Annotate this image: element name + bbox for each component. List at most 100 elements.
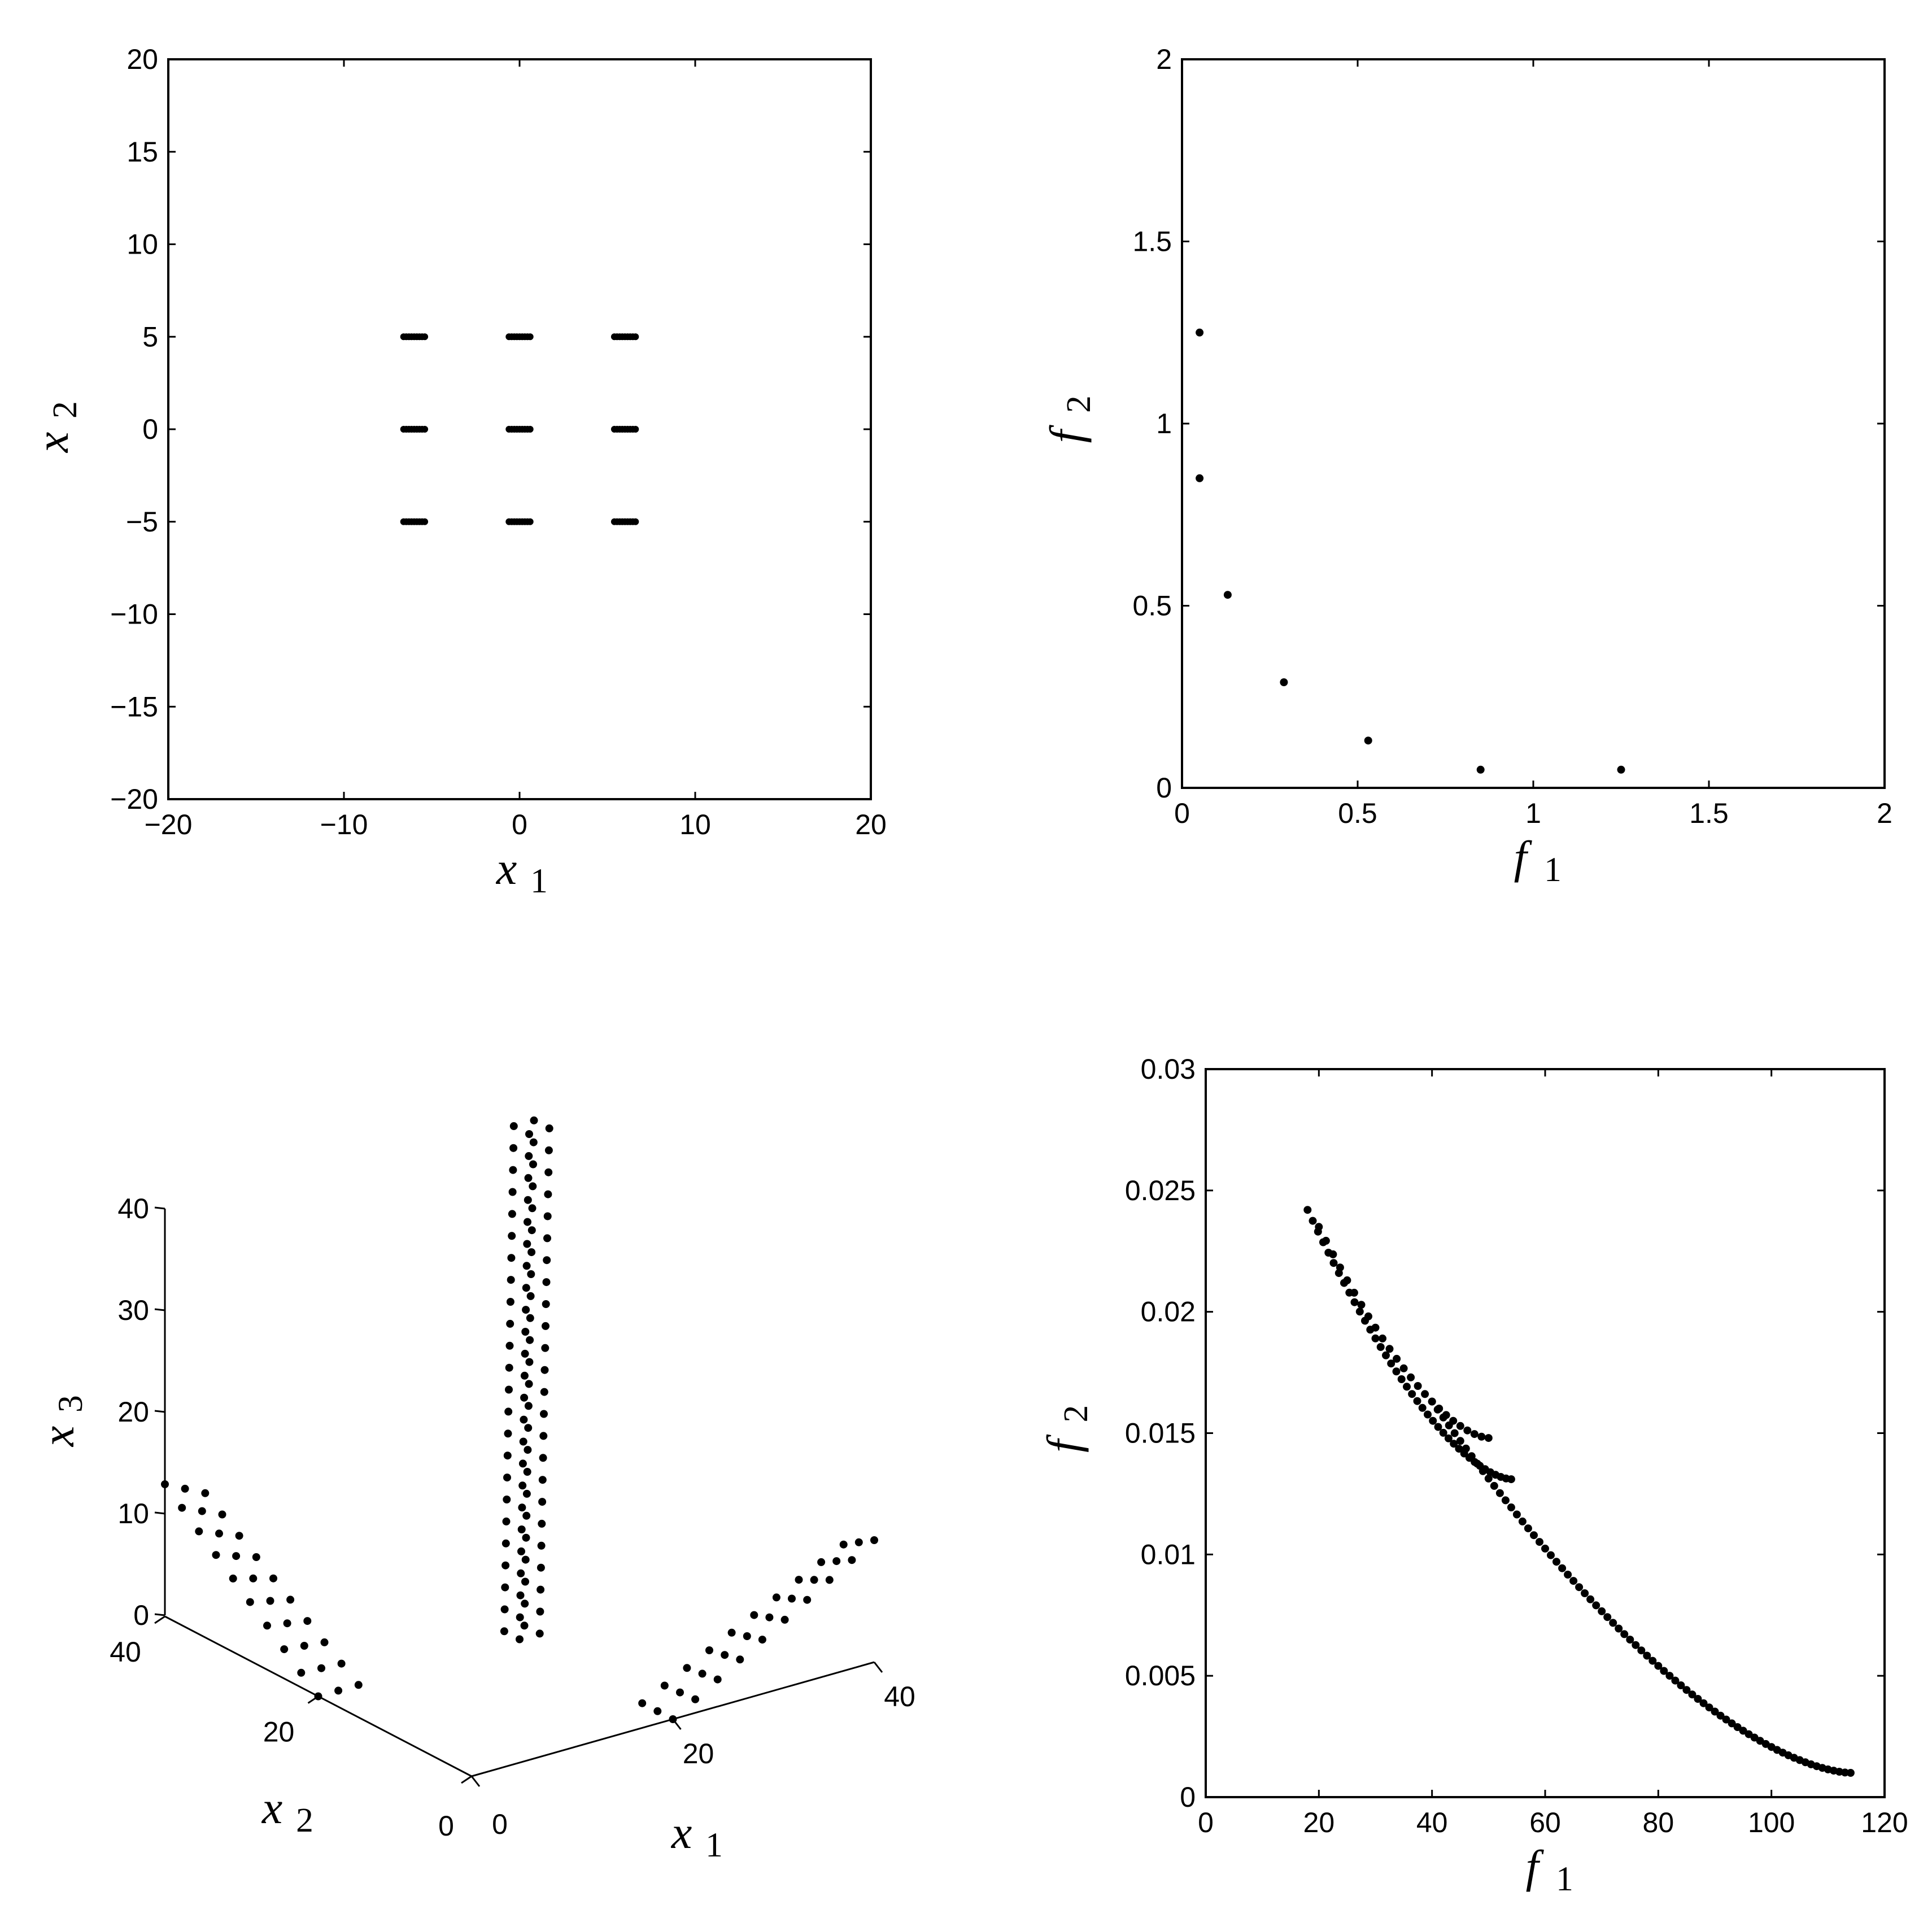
x-tick-label: 0: [1174, 797, 1190, 829]
y-tick-label: 0.025: [1125, 1175, 1196, 1206]
data-point: [1350, 1288, 1358, 1297]
x2-axis-label-var: x: [261, 1782, 282, 1833]
x3-tick: [154, 1206, 165, 1210]
x-tick-label: 60: [1529, 1807, 1561, 1838]
data-point: [1524, 1524, 1532, 1533]
data-point: [525, 1130, 533, 1138]
data-point: [1581, 1589, 1589, 1597]
data-point: [1329, 1259, 1338, 1267]
data-point: [527, 1270, 535, 1278]
data-point: [795, 1576, 803, 1584]
data-point: [1403, 1383, 1411, 1391]
data-point: [1569, 1577, 1578, 1585]
data-point: [544, 1146, 553, 1154]
data-point: [1467, 1452, 1476, 1461]
data-point: [1462, 1444, 1470, 1453]
data-point: [736, 1655, 744, 1664]
data-point: [1586, 1595, 1595, 1603]
data-point: [765, 1613, 774, 1621]
data-point: [520, 1393, 529, 1402]
data-point: [501, 1539, 510, 1548]
data-point: [520, 1371, 529, 1380]
data-point: [507, 1276, 515, 1284]
data-point: [848, 1556, 856, 1564]
data-point: [1364, 736, 1372, 745]
data-point: [505, 1363, 513, 1372]
data-point: [1722, 1715, 1730, 1724]
data-point: [1739, 1727, 1747, 1735]
data-point: [536, 1607, 544, 1616]
data-point: [229, 1574, 237, 1583]
data-point: [520, 1415, 528, 1424]
data-point: [544, 1168, 553, 1176]
x3-tick: [154, 1410, 165, 1413]
data-point: [1329, 1250, 1337, 1258]
data-point: [1336, 1263, 1344, 1272]
data-point: [334, 1686, 343, 1695]
x3-tick-label: 20: [117, 1396, 149, 1428]
data-point: [317, 1664, 325, 1672]
data-point: [1648, 1657, 1657, 1665]
data-point: [780, 1615, 789, 1624]
data-point: [539, 1454, 547, 1462]
data-point: [772, 1593, 780, 1602]
data-point: [1536, 1538, 1543, 1546]
data-point: [1414, 1382, 1422, 1390]
data-point: [1705, 1703, 1713, 1712]
data-point: [314, 1692, 322, 1701]
data-point: [509, 1144, 518, 1152]
data-point: [632, 518, 639, 525]
data-point: [1371, 1323, 1380, 1332]
data-point: [320, 1638, 329, 1646]
x-axis-label-var: x: [496, 843, 517, 894]
data-point: [1434, 1423, 1442, 1431]
data-point: [522, 1306, 530, 1314]
data-point: [201, 1489, 210, 1497]
data-point: [1473, 1459, 1481, 1468]
data-point: [524, 1174, 533, 1182]
data-point: [1626, 1636, 1634, 1644]
x3-tick: [154, 1511, 165, 1515]
data-point: [526, 1292, 535, 1300]
data-point: [1547, 1551, 1555, 1559]
data-point: [525, 1358, 534, 1366]
data-point: [503, 1451, 512, 1460]
data-point: [543, 1256, 551, 1265]
x-tick-label: 20: [855, 809, 887, 840]
data-point: [421, 333, 429, 341]
data-point: [530, 1116, 538, 1124]
y-tick-label: 10: [127, 229, 158, 260]
x-axis-label-var: f: [1514, 831, 1533, 883]
y-axis-label: f2: [1037, 1405, 1095, 1453]
data-point: [1632, 1641, 1640, 1649]
data-point: [1413, 1397, 1421, 1405]
data-point: [527, 1248, 536, 1257]
data-point: [1637, 1646, 1646, 1655]
x-axis-label-var: f: [1526, 1841, 1545, 1892]
data-point: [1322, 1236, 1330, 1245]
x3-tick-label: 10: [117, 1498, 149, 1529]
data-point: [540, 1366, 549, 1374]
x1-tick-label: 20: [683, 1738, 714, 1769]
data-point: [246, 1598, 254, 1606]
data-point: [1711, 1707, 1719, 1716]
x3-axis-label-sub: 3: [51, 1395, 90, 1413]
data-point: [1615, 1624, 1623, 1633]
data-point: [1408, 1390, 1416, 1398]
data-point: [517, 1525, 526, 1533]
data-point: [1280, 678, 1288, 686]
x3-axis-label-var: x: [32, 1426, 84, 1447]
data-point: [249, 1574, 258, 1583]
data-point: [1455, 1445, 1463, 1453]
x-tick-label: 80: [1643, 1807, 1674, 1838]
y-tick-label: −15: [110, 691, 158, 722]
x-tick-label: 20: [1303, 1807, 1335, 1838]
x2-tick-label: 20: [263, 1716, 295, 1748]
data-point: [516, 1591, 525, 1599]
data-point: [1470, 1430, 1479, 1438]
data-point: [1357, 1301, 1366, 1309]
data-point: [1575, 1583, 1584, 1592]
data-point: [1382, 1351, 1390, 1359]
data-point: [750, 1611, 758, 1619]
